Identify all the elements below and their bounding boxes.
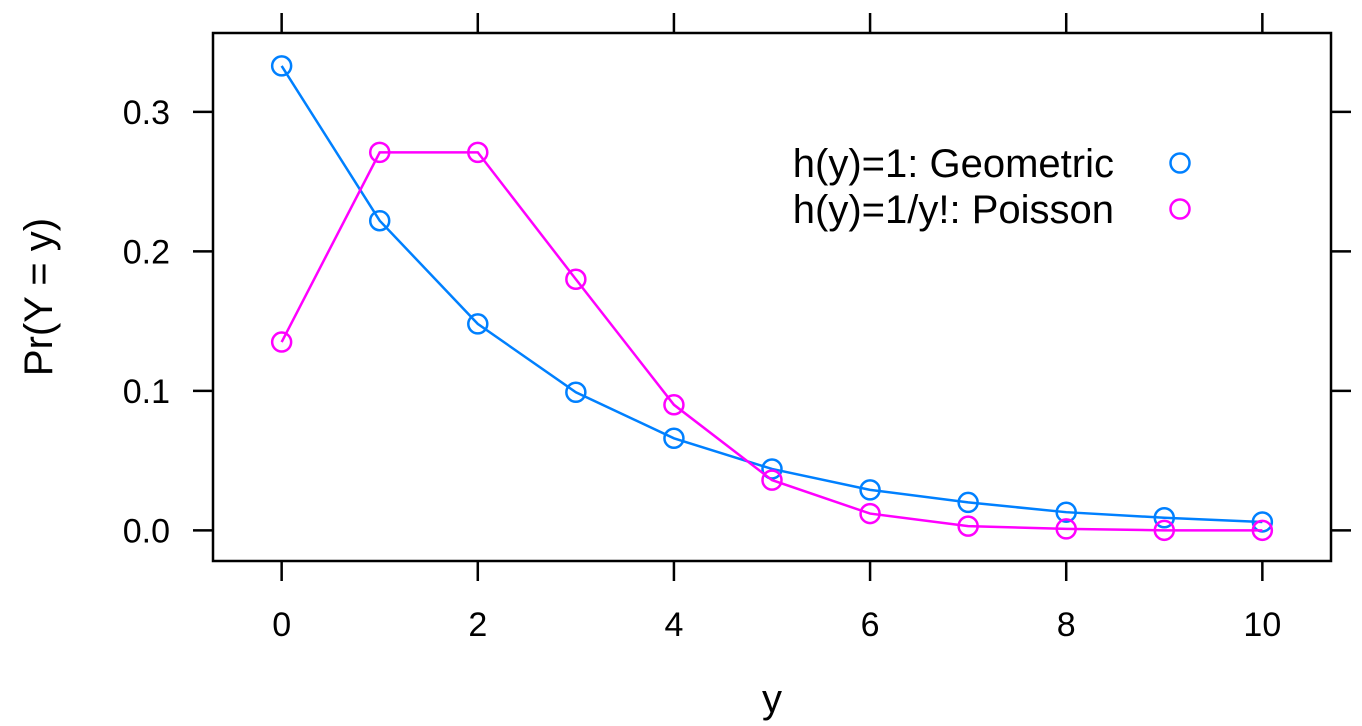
series-1-point	[761, 469, 783, 491]
y-tick-label: 0.1	[123, 373, 170, 411]
y-axis-label: Pr(Y = y)	[17, 218, 61, 376]
x-tick-label: 6	[861, 606, 880, 644]
x-tick-label: 8	[1057, 606, 1076, 644]
series-1-point	[1153, 519, 1176, 542]
series-0-point	[467, 313, 489, 335]
series-0-point	[565, 381, 587, 404]
series-1-point	[1251, 519, 1274, 542]
series-0-point	[663, 427, 685, 450]
series-0-point	[1153, 507, 1176, 529]
x-tick-label: 0	[272, 606, 291, 644]
series-0-point	[1055, 501, 1077, 523]
x-tick-label: 10	[1243, 606, 1281, 644]
series-1-point	[663, 394, 685, 416]
series-1-point	[467, 141, 489, 164]
series-layer	[270, 55, 1274, 542]
series-0-point	[859, 479, 881, 501]
y-tick-label: 0.0	[123, 512, 170, 550]
series-1-point	[270, 331, 293, 353]
x-axis-label: y	[762, 677, 782, 721]
series-1-point	[565, 268, 587, 291]
series-1-point	[368, 141, 391, 164]
series-0-point	[761, 458, 783, 480]
legend-marker-0	[1169, 152, 1191, 174]
y-tick-label: 0.3	[123, 94, 170, 132]
axis-ticks: 0 2 4 6 8 10 0.0 0.1 0.2 0.3	[123, 13, 1351, 644]
x-tick-label: 2	[468, 606, 487, 644]
legend-marker-1	[1169, 198, 1191, 220]
series-1-point	[859, 502, 881, 525]
series-1-point	[1055, 518, 1077, 540]
series-line-1	[280, 151, 1263, 532]
plot-frame	[211, 31, 1333, 563]
series-line-0	[280, 65, 1263, 524]
series-0-point	[957, 491, 979, 514]
series-0-point	[368, 209, 391, 232]
series-0-point	[270, 55, 293, 77]
x-tick-label: 4	[664, 606, 683, 644]
series-1-point	[957, 515, 979, 537]
legend-label-1: h(y)=1/y!: Poisson	[793, 188, 1114, 232]
y-tick-label: 0.2	[123, 233, 170, 271]
legend-label-0: h(y)=1: Geometric	[793, 142, 1114, 186]
